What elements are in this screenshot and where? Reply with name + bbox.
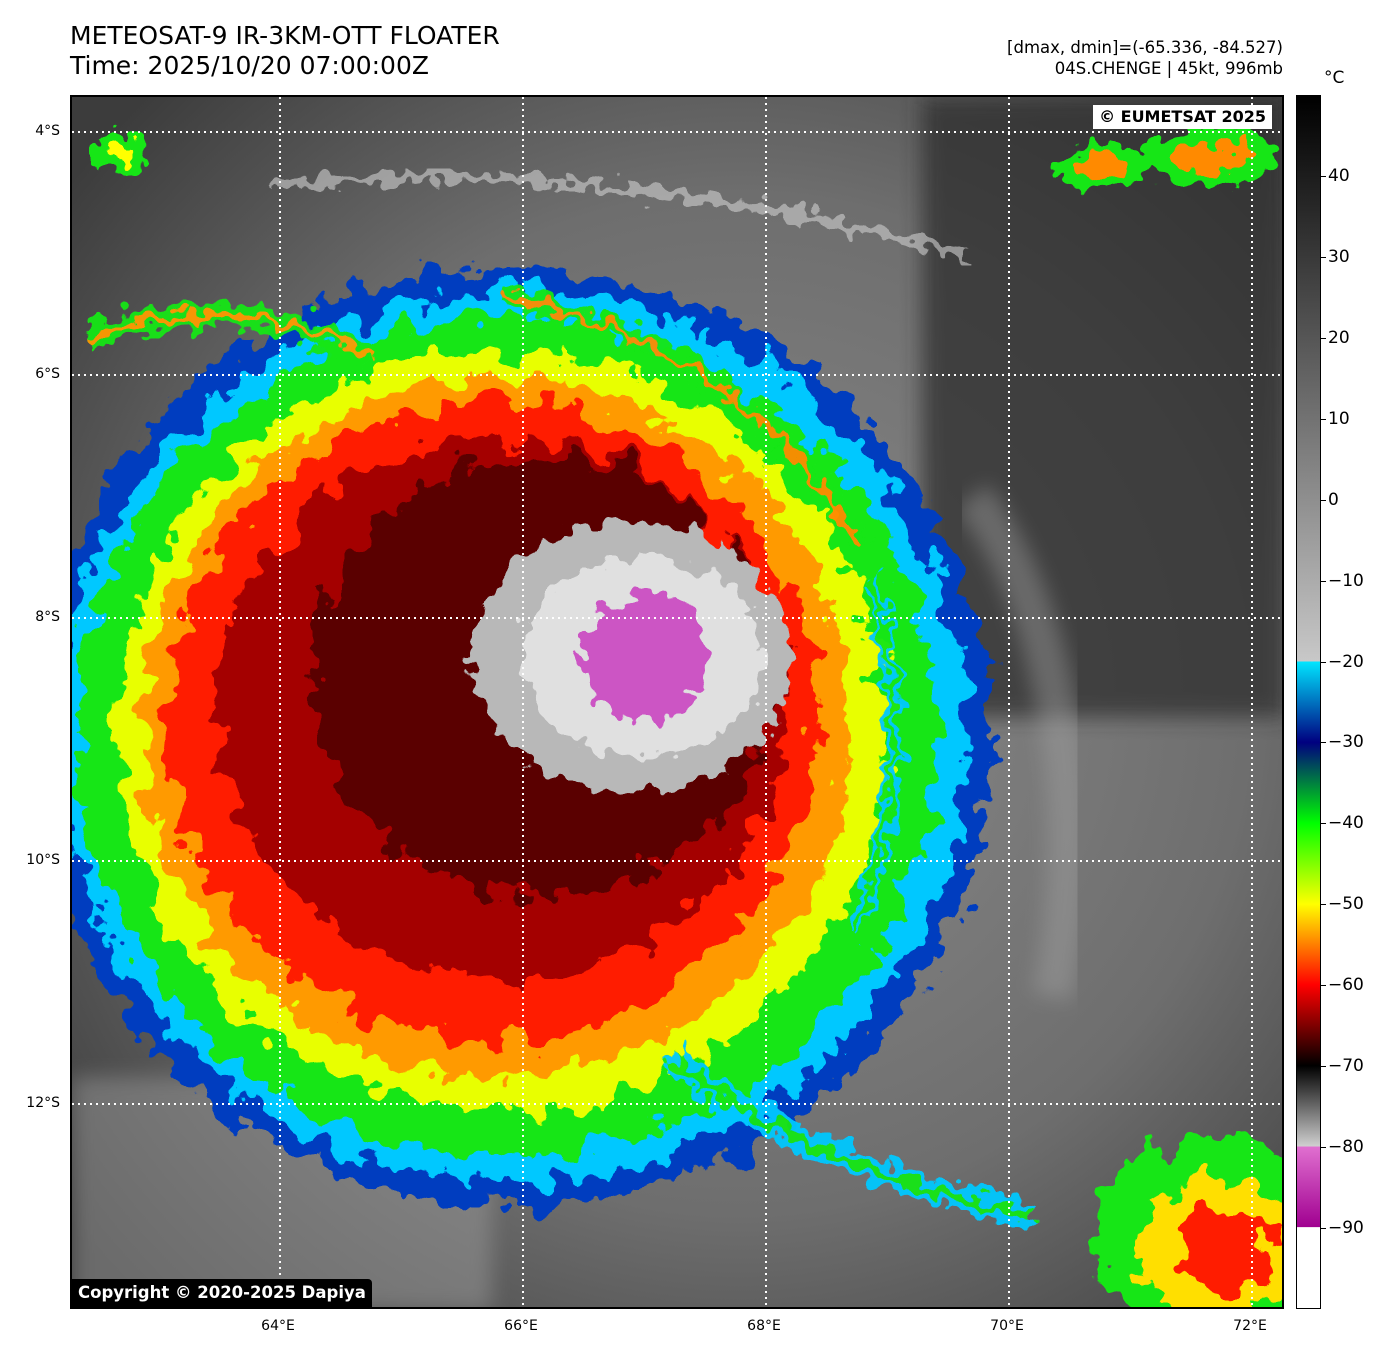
colorbar-tick-label: −80 (1328, 1137, 1364, 1158)
colorbar-tick (1321, 499, 1326, 501)
colorbar-tick-label: 30 (1328, 246, 1350, 267)
colorbar-tick (1321, 337, 1326, 339)
graticule (72, 97, 1282, 1307)
colorbar-tick-label: −50 (1328, 894, 1364, 915)
colorbar-tick (1321, 985, 1326, 987)
colorbar-tick (1321, 1066, 1326, 1068)
colorbar-tick (1321, 904, 1326, 906)
satellite-image-map[interactable]: © EUMETSAT 2025 Copyright © 2020-2025 Da… (70, 95, 1284, 1309)
lat-label-12s: 12°S (26, 1095, 60, 1111)
colorbar-tick-label: −20 (1328, 651, 1364, 672)
ir-imagery (72, 97, 1282, 1307)
lat-label-10s: 10°S (26, 852, 60, 868)
colorbar-tick-label: 20 (1328, 327, 1350, 348)
colorbar-tick-label: 10 (1328, 408, 1350, 429)
lon-label-64e: 64°E (261, 1318, 295, 1334)
colorbar-tick (1321, 1147, 1326, 1149)
colorbar-tick-label: −60 (1328, 975, 1364, 996)
colorbar-unit: °C (1324, 68, 1345, 88)
colorbar-tick-label: −30 (1328, 732, 1364, 753)
colorbar-tick-label: 40 (1328, 165, 1350, 186)
colorbar-tick (1321, 823, 1326, 825)
lon-label-66e: 66°E (504, 1318, 538, 1334)
eumetsat-copyright: © EUMETSAT 2025 (1093, 105, 1272, 129)
lon-label-70e: 70°E (990, 1318, 1024, 1334)
dapiya-copyright: Copyright © 2020-2025 Dapiya (72, 1279, 372, 1307)
lat-label-4s: 4°S (35, 123, 60, 139)
colorbar-tick-label: −10 (1328, 570, 1364, 591)
colorbar-tick (1321, 661, 1326, 663)
colorbar-tick (1321, 580, 1326, 582)
colorbar-tick-label: −40 (1328, 813, 1364, 834)
temperature-colorbar (1296, 95, 1321, 1309)
colorbar-tick (1321, 742, 1326, 744)
product-title: METEOSAT-9 IR-3KM-OTT FLOATER (70, 21, 500, 50)
colorbar-tick-label: 0 (1328, 489, 1339, 510)
colorbar-tick (1321, 175, 1326, 177)
lon-label-72e: 72°E (1233, 1318, 1267, 1334)
lon-label-68e: 68°E (747, 1318, 781, 1334)
lat-label-8s: 8°S (35, 609, 60, 625)
colorbar-tick (1321, 256, 1326, 258)
lat-label-6s: 6°S (35, 366, 60, 382)
colorbar-tick-label: −90 (1328, 1218, 1364, 1239)
colorbar-tick (1321, 418, 1326, 420)
time-label: Time: 2025/10/20 07:00:00Z (70, 51, 429, 80)
data-range-label: [dmax, dmin]=(-65.336, -84.527) (1007, 38, 1283, 57)
storm-info-label: 04S.CHENGE | 45kt, 996mb (1054, 59, 1283, 78)
colorbar-tick (1321, 1228, 1326, 1230)
colorbar-tick-label: −70 (1328, 1056, 1364, 1077)
